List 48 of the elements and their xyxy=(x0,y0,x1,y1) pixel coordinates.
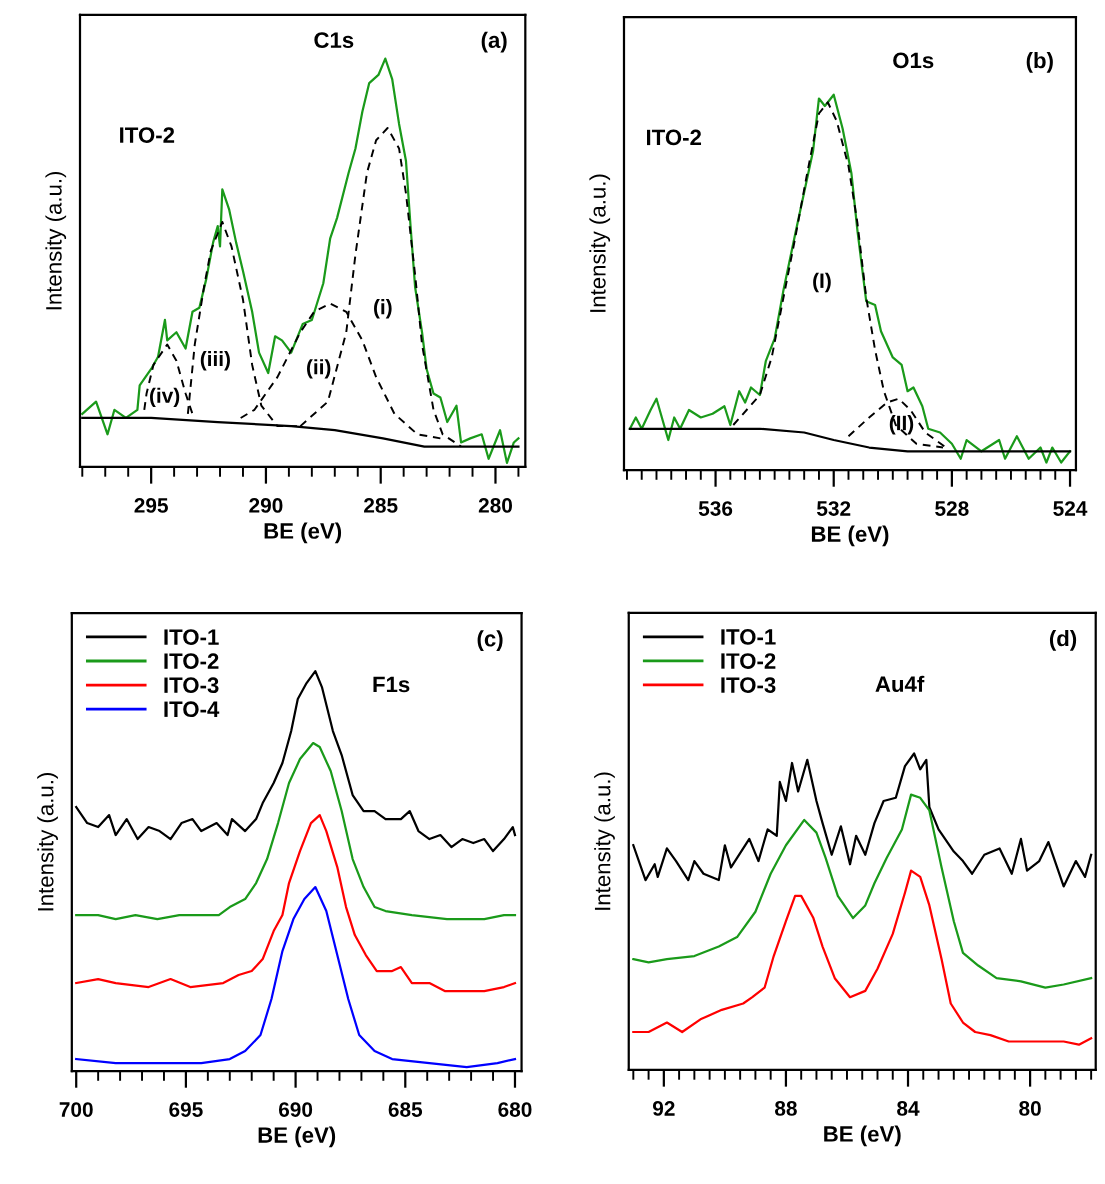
y-axis-title: Intensity (a.u.) xyxy=(45,171,67,310)
x-tick-label: 80 xyxy=(1019,1101,1041,1116)
x-axis-title: BE (eV) xyxy=(264,522,342,544)
x-tick-label: 84 xyxy=(897,1101,920,1116)
x-tick-label: 285 xyxy=(364,498,398,513)
text: Au4f xyxy=(875,675,925,693)
annotation: ITO-2 xyxy=(646,129,702,146)
text: (c) xyxy=(477,630,503,651)
x-tick-label: 290 xyxy=(249,498,283,513)
x-tick-label: 695 xyxy=(169,1102,203,1117)
legend-label: ITO-3 xyxy=(164,677,219,694)
legend-label: ITO-2 xyxy=(721,653,776,669)
y-axis-title: Intensity (a.u.) xyxy=(37,773,58,911)
text: (b) xyxy=(1026,51,1053,73)
x-tick-label: 528 xyxy=(935,501,969,516)
x-tick-label: 295 xyxy=(134,498,168,513)
text: (a) xyxy=(481,31,507,53)
y-axis-title: Intensity (a.u.) xyxy=(594,772,615,910)
legend-label: ITO-1 xyxy=(164,629,219,645)
annotation: (i) xyxy=(374,299,392,319)
x-tick-label: 280 xyxy=(478,498,512,513)
annotation: (I) xyxy=(813,272,831,293)
x-tick-label: 690 xyxy=(278,1102,313,1117)
annotation: (ii) xyxy=(307,359,331,379)
annotation: (II) xyxy=(889,415,914,435)
x-tick-label: 680 xyxy=(498,1102,532,1117)
legend-label: ITO-3 xyxy=(721,677,776,693)
x-tick-label: 524 xyxy=(1053,501,1088,516)
x-axis-title: BE (eV) xyxy=(258,1126,336,1148)
annotation: F1s xyxy=(373,676,410,693)
text: O1s xyxy=(893,52,934,69)
annotation: (iv) xyxy=(150,387,180,408)
x-axis-title: BE (eV) xyxy=(811,525,889,547)
legend-label: ITO-1 xyxy=(721,629,776,645)
text: C1s xyxy=(314,32,354,49)
legend-label: ITO-4 xyxy=(164,701,220,718)
annotation: ITO-2 xyxy=(120,127,175,143)
x-tick-label: 685 xyxy=(388,1102,423,1117)
x-tick-label: 92 xyxy=(652,1101,675,1116)
x-tick-label: 88 xyxy=(775,1101,797,1116)
x-tick-label: 532 xyxy=(816,501,851,516)
text: (d) xyxy=(1049,630,1077,651)
y-axis-title: Intensity (a.u.) xyxy=(589,174,611,312)
x-axis-title: BE (eV) xyxy=(824,1125,901,1147)
x-tick-label: 700 xyxy=(59,1102,93,1117)
x-tick-label: 536 xyxy=(698,501,733,516)
annotation: (iii) xyxy=(200,351,230,371)
legend-label: ITO-2 xyxy=(164,653,219,669)
